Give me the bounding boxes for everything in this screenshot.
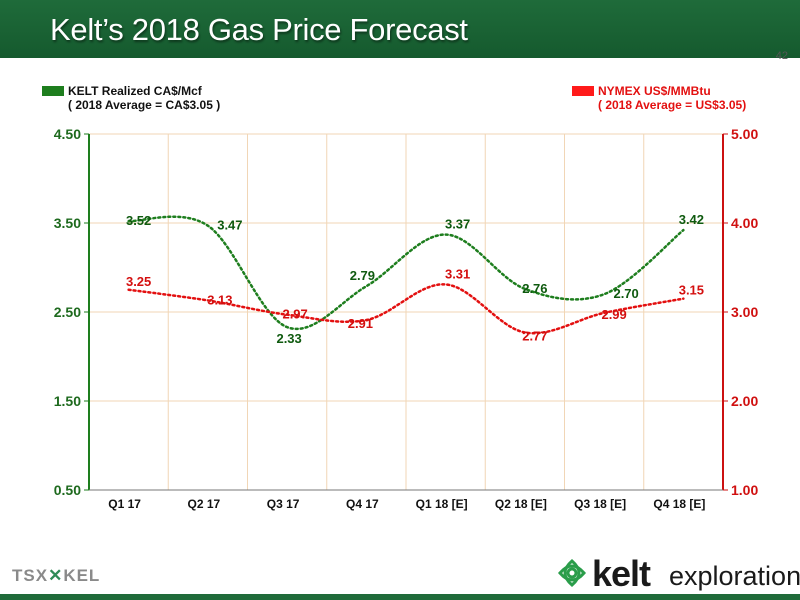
x-tick-label: Q3 17 (267, 497, 300, 511)
data-label-nymex: 2.97 (282, 307, 307, 322)
kelt-knot-icon (558, 559, 586, 587)
y-tick-right: 2.00 (731, 393, 758, 409)
kel-text: KEL (63, 566, 101, 585)
x-tick-label: Q1 18 [E] (416, 497, 468, 511)
slide-title: Kelt’s 2018 Gas Price Forecast (50, 12, 468, 47)
data-label-nymex: 3.13 (207, 292, 232, 307)
data-label-nymex: 2.77 (522, 328, 547, 343)
y-tick-right: 4.00 (731, 215, 758, 231)
y-tick-right: 3.00 (731, 304, 758, 320)
data-label-nymex: 2.91 (348, 316, 373, 331)
data-label-nymex: 3.15 (679, 283, 704, 298)
legend-swatch-nymex (572, 86, 594, 96)
data-label-kelt: 3.42 (679, 212, 704, 227)
y-tick-right: 5.00 (731, 126, 758, 142)
legend-label-kelt: KELT Realized CA$/Mcf (68, 84, 202, 98)
data-label-kelt: 2.76 (522, 281, 547, 296)
legend-kelt: KELT Realized CA$/Mcf ( 2018 Average = C… (42, 84, 220, 112)
y-tick-left: 2.50 (54, 304, 81, 320)
x-tick-label: Q2 17 (188, 497, 221, 511)
series-line-nymex (127, 283, 685, 335)
x-tick-label: Q2 18 [E] (495, 497, 547, 511)
legend-swatch-kelt (42, 86, 64, 96)
data-label-kelt: 2.70 (613, 286, 638, 301)
data-label-kelt: 3.47 (217, 218, 242, 233)
y-tick-left: 0.50 (54, 482, 81, 498)
footer-bar (0, 594, 800, 600)
x-tick-label: Q4 17 (346, 497, 379, 511)
data-label-kelt: 3.37 (445, 217, 470, 232)
y-tick-left: 3.50 (54, 215, 81, 231)
x-tick-label: Q1 17 (108, 497, 141, 511)
legend-sub-nymex: ( 2018 Average = US$3.05) (598, 98, 747, 112)
data-label-kelt: 2.79 (350, 268, 375, 283)
x-tick-label: Q3 18 [E] (574, 497, 626, 511)
legend-sub-kelt: ( 2018 Average = CA$3.05 ) (68, 98, 221, 112)
data-label-nymex: 3.25 (126, 274, 151, 289)
y-tick-left: 4.50 (54, 126, 81, 142)
brand-word-kelt: kelt (592, 553, 651, 594)
legend-label-nymex: NYMEX US$/MMBtu (598, 84, 711, 98)
title-bar: Kelt’s 2018 Gas Price Forecast (0, 0, 800, 58)
y-tick-left: 1.50 (54, 393, 81, 409)
brand-word-exploration: exploration (669, 561, 800, 591)
tsx-text: TSX (12, 566, 49, 585)
data-label-kelt: 3.52 (126, 213, 151, 228)
x-tick-label: Q4 18 [E] (653, 497, 705, 511)
page-number: 42 (775, 50, 788, 62)
series-line-kelt (127, 215, 685, 331)
y-tick-right: 1.00 (731, 482, 758, 498)
legend-nymex: NYMEX US$/MMBtu ( 2018 Average = US$3.05… (572, 84, 746, 112)
data-label-nymex: 3.31 (445, 266, 470, 281)
data-label-kelt: 2.33 (276, 331, 301, 346)
data-label-nymex: 2.99 (601, 307, 626, 322)
tsx-kel-logo: TSX✕KEL (12, 566, 101, 585)
